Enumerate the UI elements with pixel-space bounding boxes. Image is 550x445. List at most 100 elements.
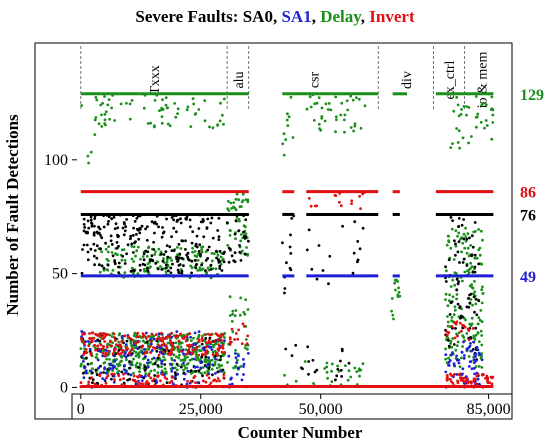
point-invert	[130, 338, 133, 341]
point-delay	[444, 292, 448, 296]
point-sa0	[117, 265, 120, 269]
point-sa1	[94, 339, 98, 343]
point-sa0	[207, 245, 211, 249]
point-invert	[359, 207, 362, 211]
point-delay	[174, 341, 178, 345]
point-delay	[186, 362, 190, 365]
point-delay	[222, 122, 225, 126]
x-tick-label-50000: 50,000	[299, 401, 343, 418]
point-delay	[392, 317, 395, 321]
point-delay	[476, 331, 480, 335]
point-invert	[171, 344, 174, 347]
point-sa0	[209, 263, 213, 267]
point-delay	[103, 95, 106, 98]
point-delay	[480, 301, 484, 305]
point-delay	[145, 254, 149, 258]
point-sa0	[123, 229, 127, 233]
point-sa0	[194, 259, 197, 262]
point-delay	[309, 105, 313, 109]
point-delay	[162, 355, 166, 359]
point-sa1	[141, 351, 144, 354]
point-delay	[213, 363, 217, 366]
point-sa1	[452, 362, 456, 365]
point-invert	[472, 379, 475, 383]
point-delay	[147, 348, 151, 351]
point-invert	[167, 334, 171, 338]
point-invert	[490, 382, 494, 386]
point-sa1	[145, 331, 148, 335]
point-delay	[347, 369, 351, 373]
point-delay	[151, 335, 155, 338]
point-sa1	[146, 361, 149, 365]
point-sa0	[132, 251, 135, 254]
point-sa0	[204, 269, 207, 272]
point-sa0	[201, 220, 205, 224]
point-delay	[130, 245, 134, 248]
point-delay	[246, 253, 250, 257]
point-sa0	[467, 297, 470, 300]
point-invert	[163, 337, 167, 340]
point-delay	[481, 238, 484, 242]
point-invert	[107, 349, 110, 353]
point-sa0	[153, 374, 157, 377]
point-invert	[201, 339, 204, 342]
x-axis-ticks: 0 25,000 50,000 85,000	[77, 394, 511, 418]
point-sa0	[197, 369, 201, 373]
point-sa1	[451, 351, 454, 354]
point-delay	[478, 253, 482, 257]
point-invert	[222, 373, 226, 376]
point-sa1	[84, 371, 88, 375]
point-delay	[393, 281, 396, 285]
point-invert	[465, 378, 468, 382]
point-delay	[160, 121, 164, 125]
point-sa0	[471, 245, 475, 249]
point-delay	[351, 98, 355, 102]
point-sa0	[200, 342, 204, 346]
point-sa0	[154, 262, 158, 265]
point-delay	[330, 380, 334, 384]
point-sa0	[460, 223, 464, 227]
point-invert	[113, 336, 116, 339]
point-invert	[453, 336, 457, 340]
point-sa0	[174, 373, 178, 377]
point-sa0	[290, 217, 294, 220]
point-sa0	[444, 328, 447, 332]
point-sa1	[193, 331, 197, 335]
point-invert	[213, 378, 217, 382]
point-delay	[456, 103, 460, 107]
point-delay	[323, 367, 327, 370]
point-delay	[142, 106, 146, 110]
point-invert	[103, 340, 107, 343]
title-part-7: Invert	[369, 7, 415, 26]
point-invert	[185, 334, 189, 338]
point-sa0	[451, 219, 454, 223]
point-sa1	[112, 374, 116, 378]
point-delay	[120, 359, 123, 363]
point-delay	[189, 264, 193, 268]
point-delay	[234, 364, 238, 368]
point-invert	[220, 339, 224, 342]
point-invert	[222, 376, 226, 379]
point-invert	[187, 348, 191, 352]
point-sa0	[143, 369, 147, 372]
point-invert	[457, 373, 461, 376]
point-delay	[474, 365, 478, 368]
point-sa0	[170, 235, 174, 239]
point-delay	[282, 153, 286, 157]
x-axis-label: Counter Number	[238, 423, 363, 442]
point-sa0	[167, 269, 170, 273]
point-delay	[183, 357, 187, 360]
point-delay	[135, 249, 139, 253]
point-sa1	[457, 358, 461, 362]
point-sa1	[185, 382, 189, 386]
point-sa1	[101, 354, 105, 358]
point-delay	[317, 96, 321, 100]
point-delay	[134, 365, 138, 369]
point-sa0	[170, 249, 174, 253]
point-delay	[210, 367, 214, 371]
point-invert	[334, 194, 338, 198]
point-invert	[152, 346, 155, 349]
point-sa0	[138, 345, 142, 349]
point-delay	[134, 344, 138, 348]
point-sa0	[138, 263, 142, 267]
